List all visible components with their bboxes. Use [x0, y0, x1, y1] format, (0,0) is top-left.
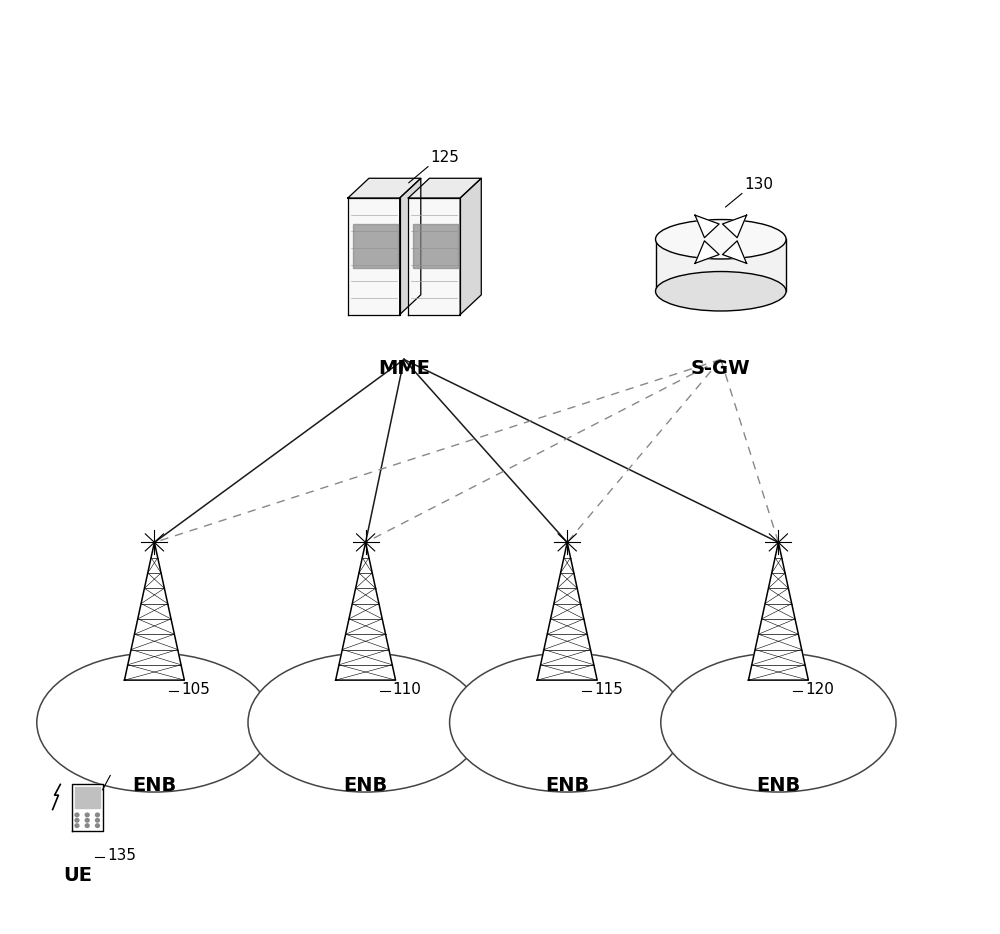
Circle shape	[85, 814, 89, 816]
Text: 130: 130	[744, 177, 773, 191]
Ellipse shape	[450, 653, 685, 792]
Polygon shape	[722, 241, 747, 263]
Text: S-GW: S-GW	[691, 360, 751, 378]
Text: ENB: ENB	[545, 776, 589, 796]
Circle shape	[85, 824, 89, 828]
Text: ENB: ENB	[343, 776, 388, 796]
Polygon shape	[408, 198, 460, 315]
Polygon shape	[400, 178, 421, 315]
Circle shape	[96, 818, 99, 822]
Polygon shape	[348, 178, 421, 198]
Polygon shape	[537, 543, 597, 680]
Polygon shape	[124, 543, 184, 680]
Ellipse shape	[661, 653, 896, 792]
Polygon shape	[348, 198, 400, 315]
Polygon shape	[336, 543, 396, 680]
Polygon shape	[722, 215, 747, 237]
Polygon shape	[413, 223, 458, 268]
Circle shape	[75, 818, 79, 822]
Text: 115: 115	[594, 682, 623, 697]
Ellipse shape	[37, 653, 272, 792]
Polygon shape	[748, 543, 808, 680]
Polygon shape	[72, 785, 103, 831]
Text: ENB: ENB	[132, 776, 177, 796]
Polygon shape	[695, 215, 719, 237]
Polygon shape	[656, 239, 786, 291]
Ellipse shape	[656, 219, 786, 259]
Polygon shape	[353, 223, 398, 268]
Text: 120: 120	[805, 682, 834, 697]
Circle shape	[75, 824, 79, 828]
Text: UE: UE	[63, 866, 92, 885]
Polygon shape	[75, 787, 100, 808]
Circle shape	[96, 824, 99, 828]
Polygon shape	[695, 241, 719, 263]
Text: 105: 105	[181, 682, 210, 697]
Circle shape	[75, 814, 79, 816]
Ellipse shape	[248, 653, 483, 792]
Text: 135: 135	[107, 848, 136, 863]
Text: 110: 110	[392, 682, 421, 697]
Ellipse shape	[656, 272, 786, 311]
Text: ENB: ENB	[756, 776, 801, 796]
Circle shape	[85, 818, 89, 822]
Polygon shape	[460, 178, 481, 315]
Text: 125: 125	[430, 149, 459, 164]
Text: MME: MME	[378, 360, 430, 378]
Circle shape	[96, 814, 99, 816]
Polygon shape	[408, 178, 481, 198]
